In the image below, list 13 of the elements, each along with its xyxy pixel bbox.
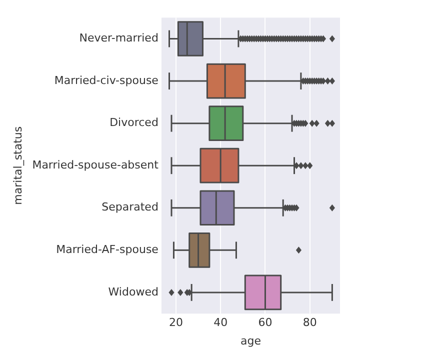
x-tick-label: 80 [302, 316, 317, 330]
x-tick-label: 40 [214, 316, 228, 330]
y-tick-label: Married-civ-spouse [54, 74, 159, 87]
y-tick-label: Never-married [79, 32, 158, 45]
y-tick-label: Married-spouse-absent [32, 158, 160, 172]
y-tick-label: Married-AF-spouse [56, 243, 159, 256]
y-tick-label: Separated [102, 200, 158, 214]
y-tick-label: Divorced [110, 116, 158, 130]
y-tick-label: Widowed [108, 285, 158, 298]
x-axis-title: age [240, 334, 262, 348]
y-axis-title: marital_status [11, 126, 24, 205]
x-tick-label: 20 [168, 316, 183, 330]
x-tick-label: 60 [258, 316, 272, 330]
